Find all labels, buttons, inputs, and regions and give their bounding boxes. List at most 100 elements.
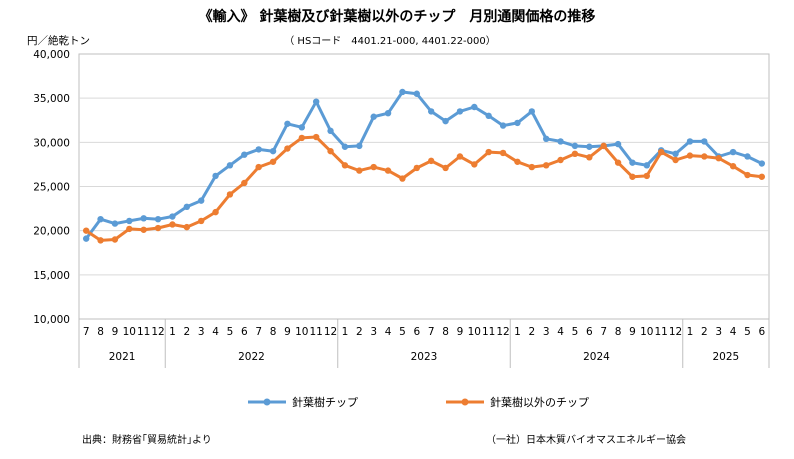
data-point — [499, 122, 507, 129]
data-point — [341, 143, 349, 150]
x-tick-label: 8 — [442, 326, 449, 338]
data-point — [427, 157, 435, 165]
legend-label-1: 針葉樹以外のチップ — [490, 395, 589, 409]
data-point — [729, 148, 737, 156]
data-point — [614, 159, 622, 166]
data-point — [456, 153, 464, 160]
y-tick-label: 15,000 — [33, 270, 70, 282]
x-tick-label: 3 — [543, 326, 550, 338]
x-tick-label: 10 — [640, 326, 653, 338]
y-tick-label: 40,000 — [33, 49, 70, 61]
x-axis: 7 8 9 10 11 12 1 2 3 4 5 6 7 8 9 10 11 12 1 2 3 4 5 6 7 8 9 10 11 12 1… — [78, 319, 770, 368]
data-point — [542, 162, 550, 169]
x-tick-label: 6 — [413, 326, 420, 338]
x-tick-label: 6 — [758, 326, 765, 338]
x-tick-label: 9 — [629, 326, 636, 338]
x-tick-label: 2 — [356, 326, 363, 338]
data-point — [327, 147, 334, 155]
data-point — [111, 236, 119, 243]
data-point — [629, 173, 636, 180]
data-point — [399, 88, 406, 96]
data-point — [126, 225, 133, 233]
data-point — [701, 153, 708, 160]
x-tick-label: 6 — [586, 326, 593, 338]
data-point — [241, 179, 248, 187]
x-tick-label: 3 — [715, 326, 722, 338]
data-point — [672, 150, 679, 158]
data-point — [614, 140, 622, 148]
x-tick-label: 1 — [514, 326, 521, 338]
x-tick-label: 11 — [137, 326, 150, 338]
data-point — [312, 98, 320, 105]
y-tick-label: 35,000 — [33, 93, 70, 105]
data-point — [197, 197, 205, 204]
data-point — [657, 148, 665, 156]
data-point — [715, 155, 722, 162]
year-label: 2022 — [238, 351, 265, 363]
data-point — [356, 167, 363, 174]
data-point — [255, 146, 262, 153]
y-tick-label: 25,000 — [33, 182, 70, 194]
x-tick-label: 3 — [198, 326, 205, 338]
data-point — [514, 119, 521, 127]
data-point — [528, 108, 536, 115]
x-tick-label: 5 — [227, 326, 234, 338]
data-point — [298, 124, 306, 131]
legend-label-0: 針葉樹チップ — [292, 395, 358, 409]
x-tick-label: 11 — [482, 326, 495, 338]
data-point — [571, 142, 579, 150]
credit-note: （一社）日本木質バイオマスエネルギー協会 — [486, 433, 686, 446]
x-tick-label: 4 — [385, 326, 392, 338]
legend: 針葉樹チップ 針葉樹以外のチップ — [248, 395, 589, 409]
y-axis-ticks: 10,000 15,000 20,000 25,000 30,000 35,000 40,0… — [33, 49, 70, 326]
x-tick-label: 12 — [151, 326, 164, 338]
x-tick-label: 11 — [655, 326, 668, 338]
data-point — [384, 109, 392, 117]
data-point — [758, 160, 766, 167]
data-point — [327, 127, 334, 135]
data-point — [629, 159, 636, 166]
data-point — [384, 167, 392, 174]
data-point — [183, 203, 191, 211]
x-tick-label: 3 — [370, 326, 377, 338]
x-tick-label: 5 — [572, 326, 579, 338]
chart-subtitle: （ HSコード 4401.21-000, 4401.22-000） — [284, 35, 496, 47]
data-point — [557, 156, 564, 164]
data-point — [82, 235, 90, 242]
x-tick-label: 2 — [183, 326, 190, 338]
data-point — [255, 163, 262, 171]
data-point — [442, 117, 449, 125]
x-tick-label: 10 — [468, 326, 481, 338]
data-point — [212, 172, 219, 180]
data-point — [744, 171, 751, 179]
source-note: 出典：財務省｢貿易統計｣より — [82, 433, 212, 446]
year-label: 2021 — [109, 351, 136, 363]
data-point — [140, 215, 147, 222]
x-tick-label: 7 — [83, 326, 90, 338]
data-point — [643, 172, 651, 180]
data-point — [284, 120, 291, 127]
data-point — [499, 149, 507, 157]
data-point — [586, 143, 593, 150]
data-point — [226, 162, 234, 169]
data-point — [471, 161, 478, 168]
data-point — [298, 134, 306, 142]
data-point — [370, 113, 377, 120]
data-point — [399, 175, 406, 182]
data-point — [154, 215, 162, 223]
y-tick-label: 30,000 — [33, 137, 70, 149]
data-point — [701, 138, 708, 145]
x-tick-label: 9 — [457, 326, 464, 338]
data-point — [571, 150, 579, 158]
data-point — [97, 215, 104, 223]
data-point — [471, 103, 478, 111]
data-point — [154, 224, 162, 232]
data-point — [183, 223, 191, 231]
y-axis-label: 円／絶乾トン — [27, 34, 90, 47]
legend-swatch-marker-1 — [461, 398, 469, 406]
data-point — [600, 142, 607, 150]
x-tick-label: 5 — [744, 326, 751, 338]
data-point — [82, 227, 90, 234]
data-point — [686, 138, 694, 145]
data-point — [356, 142, 363, 150]
